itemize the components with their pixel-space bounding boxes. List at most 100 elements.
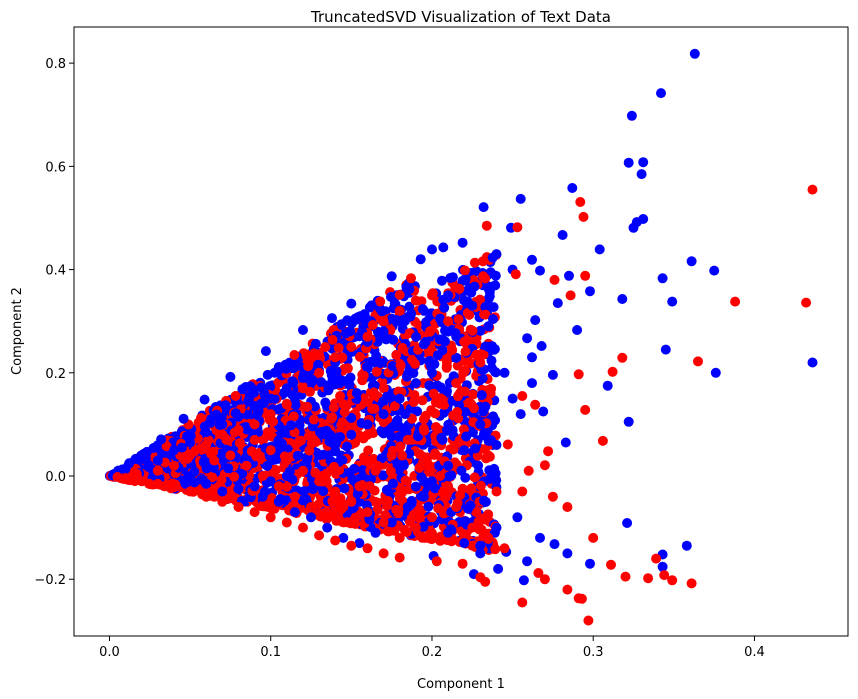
data-point-s1-30 <box>643 573 654 584</box>
data-point-sfill-2288 <box>442 386 452 396</box>
data-point-sfill-2435 <box>382 526 393 537</box>
data-point-s1-98 <box>451 378 462 389</box>
data-point-sfill-1916 <box>489 463 500 474</box>
data-point-s1-44 <box>457 558 468 569</box>
data-point-s0-20 <box>572 325 583 335</box>
data-point-sfill-2414 <box>143 459 154 470</box>
data-point-sfill-1419 <box>391 350 402 360</box>
data-point-sfill-2431 <box>282 481 292 492</box>
data-point-sfill-1851 <box>475 480 486 491</box>
data-point-sfill-2038 <box>344 467 355 478</box>
data-point-s1-105 <box>338 502 349 512</box>
data-point-sfill-2181 <box>411 331 422 342</box>
data-point-sfill-2395 <box>161 441 172 452</box>
data-point-s1-17 <box>517 391 528 401</box>
data-point-sfill-2316 <box>460 346 471 357</box>
data-point-sfill-1981 <box>397 342 408 353</box>
data-point-s1-77 <box>233 424 244 435</box>
data-point-s0-56 <box>438 242 449 253</box>
data-point-s0-49 <box>493 563 504 574</box>
data-point-sfill-1549 <box>401 427 412 438</box>
data-point-sfill-1657 <box>309 401 320 412</box>
data-point-sfill-1656 <box>320 342 331 352</box>
data-point-s1-58 <box>201 491 212 502</box>
data-point-sfill-2285 <box>466 399 477 410</box>
data-point-sfill-2516 <box>388 478 398 489</box>
data-point-sfill-2455 <box>363 445 374 456</box>
data-point-s1-91 <box>298 383 308 394</box>
data-point-s0-2 <box>626 110 637 121</box>
data-point-s0-106 <box>265 476 276 487</box>
data-point-sfill-2015 <box>262 427 273 438</box>
data-point-sfill-2221 <box>480 301 491 312</box>
data-point-s1-114 <box>467 522 478 533</box>
data-point-s1-99 <box>435 398 445 409</box>
data-point-sfill-1900 <box>357 465 368 476</box>
data-point-s1-52 <box>298 522 308 533</box>
data-point-s0-131 <box>491 522 502 533</box>
data-point-s1-27 <box>588 532 599 543</box>
data-point-sfill-2024 <box>386 431 397 442</box>
data-point-s0-112 <box>475 419 486 430</box>
data-point-sfill-2442 <box>351 388 362 399</box>
data-point-s0-90 <box>233 411 244 422</box>
data-point-sfill-2514 <box>365 356 376 367</box>
data-point-sfill-2542 <box>286 420 297 431</box>
data-point-s0-64 <box>260 346 271 357</box>
data-point-sfill-2501 <box>427 528 437 539</box>
data-point-s1-48 <box>362 543 373 554</box>
data-point-sfill-2318 <box>420 532 430 543</box>
data-point-s0-119 <box>386 517 397 528</box>
data-point-s1-16 <box>597 435 608 446</box>
data-point-sfill-2144 <box>410 358 420 369</box>
data-point-s1-59 <box>185 486 196 497</box>
data-point-sfill-2412 <box>381 391 392 402</box>
data-point-s0-27 <box>527 378 537 389</box>
data-point-sfill-2065 <box>430 408 441 419</box>
data-point-sfill-2366 <box>457 483 468 494</box>
data-point-sfill-2326 <box>371 366 382 377</box>
data-point-sfill-2386 <box>347 318 357 329</box>
data-point-sfill-2370 <box>337 417 348 428</box>
data-point-s0-15 <box>527 254 537 265</box>
data-point-s0-120 <box>370 527 381 538</box>
data-point-s0-46 <box>535 532 545 543</box>
data-point-sfill-2513 <box>358 370 369 381</box>
data-point-s1-82 <box>152 465 163 476</box>
chart-title: TruncatedSVD Visualization of Text Data <box>310 8 611 26</box>
data-point-sfill-2397 <box>333 343 344 353</box>
data-point-s0-95 <box>152 455 163 466</box>
data-point-sfill-2382 <box>341 328 351 339</box>
data-point-s0-80 <box>394 316 405 327</box>
data-point-s0-132 <box>507 393 518 404</box>
data-point-s1-95 <box>443 316 454 327</box>
data-point-sfill-1925 <box>471 507 482 518</box>
data-point-sfill-1594 <box>362 429 373 440</box>
data-point-s1-70 <box>346 496 357 507</box>
data-point-s0-102 <box>330 440 341 450</box>
data-point-s1-15 <box>580 404 591 415</box>
data-point-s0-1 <box>656 88 666 99</box>
data-point-s0-17 <box>585 286 595 297</box>
data-point-sfill-2142 <box>447 345 458 355</box>
data-point-sfill-2076 <box>451 352 462 363</box>
data-point-s1-40 <box>539 574 550 585</box>
data-point-sfill-2266 <box>460 407 471 417</box>
data-point-sfill-2129 <box>287 376 298 387</box>
data-point-s1-43 <box>480 576 491 587</box>
data-point-s1-6 <box>512 222 523 233</box>
data-point-s0-23 <box>536 341 547 351</box>
data-point-sfill-713 <box>437 275 447 286</box>
data-point-sfill-1792 <box>290 400 301 410</box>
data-point-s0-137 <box>491 249 502 260</box>
data-point-s1-41 <box>533 568 544 578</box>
data-point-s0-77 <box>483 321 494 332</box>
data-point-sfill-2545 <box>337 352 348 363</box>
data-point-s1-76 <box>249 434 260 445</box>
data-point-s1-110 <box>257 471 268 481</box>
data-point-sfill-1915 <box>467 325 478 336</box>
data-point-sfill-1906 <box>237 384 248 395</box>
data-point-sfill-2206 <box>406 513 417 524</box>
data-point-sfill-1917 <box>393 508 404 519</box>
